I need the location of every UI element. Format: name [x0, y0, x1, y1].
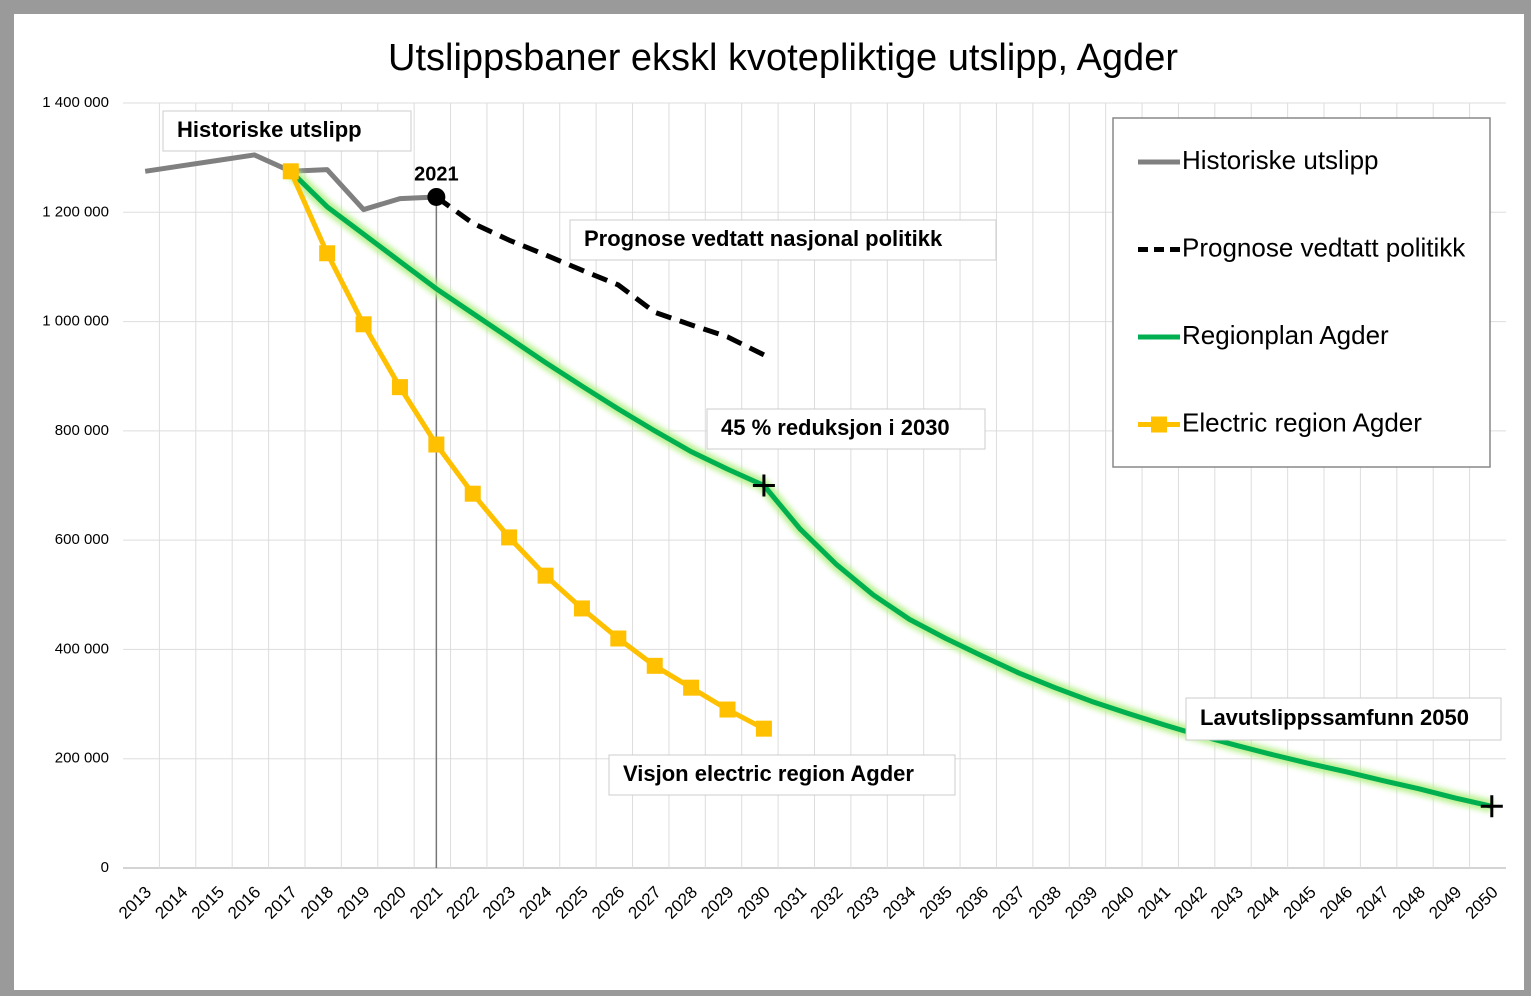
plus-marker — [752, 474, 775, 497]
annotation: Lavutslippssamfunn 2050 — [1200, 705, 1469, 730]
annotation-box — [608, 754, 956, 796]
series-line — [434, 194, 766, 358]
point-marker — [719, 701, 736, 718]
y-tick-label: 600 000 — [55, 531, 109, 548]
y-tick-label: 1 000 000 — [42, 313, 109, 330]
y-tick-label: 800 000 — [55, 422, 109, 439]
legend-label: Historiske utslipp — [1182, 145, 1379, 175]
y-tick-label: 0 — [101, 859, 109, 876]
series-line — [289, 169, 1493, 809]
annotation-box — [1185, 697, 1502, 741]
point-marker — [646, 657, 663, 674]
point-marker — [355, 316, 372, 333]
annotation: Historiske utslipp — [177, 117, 362, 142]
chart-title: Utslippsbaner ekskl kvotepliktige utslip… — [388, 37, 1178, 79]
y-tick-label: 1 200 000 — [42, 203, 109, 220]
annotation: Prognose vedtatt nasjonal politikk — [584, 226, 943, 251]
plus-marker — [1480, 795, 1503, 818]
y-tick-label: 1 400 000 — [42, 94, 109, 111]
point-marker — [573, 600, 590, 617]
point-marker — [319, 245, 336, 262]
annotation-box — [706, 408, 986, 450]
point-marker — [610, 630, 627, 647]
point-marker — [428, 436, 445, 453]
point-marker — [427, 187, 446, 206]
y-tick-label: 200 000 — [55, 750, 109, 767]
point-marker — [755, 720, 772, 737]
point-marker — [391, 379, 408, 396]
legend-marker — [1151, 416, 1167, 433]
annotation-box — [569, 219, 997, 261]
point-marker — [683, 679, 700, 696]
legend-box — [1112, 117, 1491, 468]
annotation: Visjon electric region Agder — [623, 761, 914, 786]
point-marker — [464, 485, 481, 502]
point-marker — [501, 529, 518, 546]
point-marker — [282, 163, 299, 180]
annotation: 2021 — [414, 163, 459, 185]
annotation: 45 % reduksjon i 2030 — [721, 415, 950, 440]
legend-label: Electric region Agder — [1182, 407, 1422, 437]
y-tick-label: 400 000 — [55, 640, 109, 657]
annotation-box — [162, 110, 412, 152]
legend-label: Regionplan Agder — [1182, 320, 1389, 350]
point-marker — [537, 567, 554, 584]
legend-label: Prognose vedtatt politikk — [1182, 232, 1466, 262]
